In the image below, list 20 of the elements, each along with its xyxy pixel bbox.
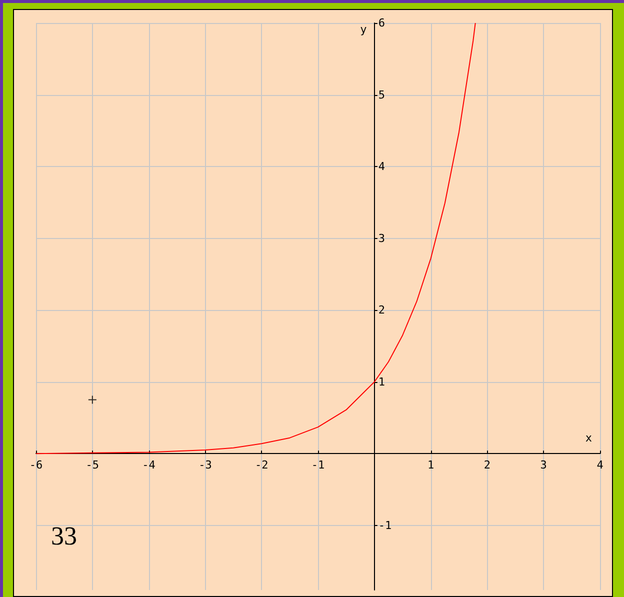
y-tick-label: 4 [378,160,386,174]
y-tick-label: -1 [378,518,392,532]
x-tick-label: -2 [254,458,268,472]
y-tick-label: 2 [378,304,386,317]
x-tick-label: 2 [484,458,491,472]
x-tick-label: -3 [198,458,212,472]
x-tick-label: 4 [596,458,604,472]
x-tick-label: 1 [427,458,434,472]
x-tick-label: -5 [86,458,100,472]
x-axis-title: x [585,432,592,445]
x-tick-label: -4 [142,458,156,472]
x-tick-label: 3 [540,458,547,472]
x-tick-label: -1 [311,458,325,472]
y-tick-label: 6 [378,16,386,30]
annotation: 33 [51,522,77,550]
y-tick-label: 3 [378,232,386,245]
y-tick-label: 5 [378,88,386,102]
y-tick-label: 1 [378,375,386,388]
x-tick-label: -6 [29,458,43,472]
y-axis-title: y [360,23,368,36]
